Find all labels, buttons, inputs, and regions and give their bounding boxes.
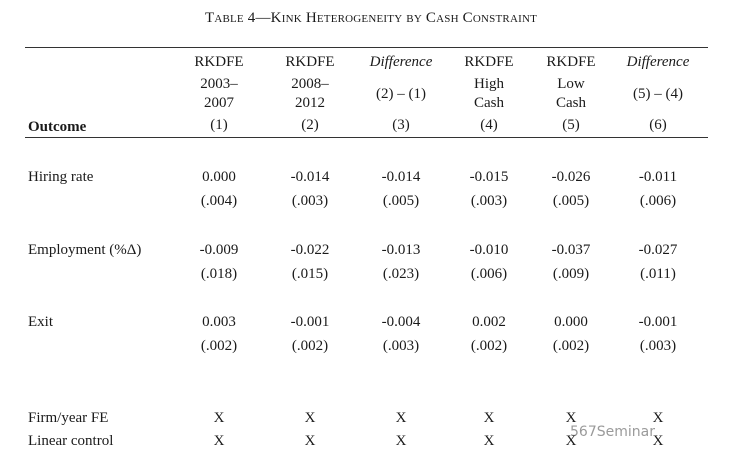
column-number: (6) <box>649 117 667 133</box>
table-title: Table 4—Kink Heterogeneity by Cash Const… <box>204 10 538 26</box>
std-error: (.003) <box>291 193 329 209</box>
control-mark: X <box>652 433 664 449</box>
std-error: (.005) <box>552 193 590 209</box>
estimate: -0.014 <box>290 169 330 185</box>
row-label: Exit <box>28 314 53 330</box>
column-number: (1) <box>210 117 228 133</box>
control-mark: X <box>395 433 407 449</box>
column-header: Cash <box>556 95 586 111</box>
column-header: 2003– <box>200 76 238 92</box>
column-header: (2) – (1) <box>376 86 426 102</box>
estimate: -0.026 <box>551 169 591 185</box>
estimate: -0.011 <box>638 169 678 185</box>
std-error: (.002) <box>200 338 238 354</box>
std-error: (.006) <box>470 265 508 282</box>
column-header: (5) – (4) <box>633 86 683 102</box>
estimate: -0.037 <box>551 241 591 258</box>
estimate: 0.000 <box>554 314 588 330</box>
column-number: (4) <box>480 117 498 133</box>
control-mark: X <box>483 433 495 449</box>
column-header: RKDFE <box>194 54 244 70</box>
column-number: (3) <box>392 117 410 133</box>
column-header: RKDFE <box>285 54 335 70</box>
column-header: 2012 <box>295 95 325 111</box>
control-mark: X <box>652 410 664 426</box>
estimate: -0.014 <box>381 169 421 185</box>
estimate: 0.002 <box>472 314 506 330</box>
control-mark: X <box>565 433 577 449</box>
estimate: -0.001 <box>290 314 330 330</box>
control-label: Linear control <box>28 433 114 449</box>
control-mark: X <box>213 433 225 449</box>
estimate: 0.003 <box>202 314 236 330</box>
std-error: (.006) <box>639 193 677 209</box>
std-error: (.005) <box>382 193 420 209</box>
column-header: 2008– <box>291 76 329 92</box>
std-error: (.002) <box>291 338 329 354</box>
row-label: Hiring rate <box>28 169 94 185</box>
watermark: 567Seminar <box>570 424 655 440</box>
column-number: (5) <box>562 117 580 133</box>
header-rule <box>25 137 708 138</box>
std-error: (.023) <box>382 265 420 282</box>
row-label: Employment (%Δ) <box>28 241 142 258</box>
column-header: High <box>474 76 504 92</box>
estimate: -0.022 <box>290 241 330 258</box>
std-error: (.003) <box>382 338 420 354</box>
std-error: (.015) <box>291 265 329 282</box>
control-mark: X <box>565 410 577 426</box>
std-error: (.009) <box>552 265 590 282</box>
top-rule <box>25 47 708 48</box>
column-header: Difference <box>626 54 690 70</box>
std-error: (.002) <box>470 338 508 354</box>
column-header: Cash <box>474 95 504 111</box>
std-error: (.004) <box>200 193 238 209</box>
std-error: (.003) <box>470 193 508 209</box>
estimate: -0.001 <box>638 314 678 330</box>
estimate: -0.015 <box>469 169 509 185</box>
control-mark: X <box>213 410 225 426</box>
column-header: Difference <box>369 54 433 70</box>
column-header: RKDFE <box>546 54 596 70</box>
estimate: 0.000 <box>202 169 236 185</box>
control-label: Firm/year FE <box>28 410 109 426</box>
estimate: -0.013 <box>381 241 421 258</box>
column-number: (2) <box>301 117 319 133</box>
column-header: 2007 <box>204 95 234 111</box>
std-error: (.003) <box>639 338 677 354</box>
control-mark: X <box>395 410 407 426</box>
control-mark: X <box>304 433 316 449</box>
column-header: Low <box>557 76 585 92</box>
estimate: -0.010 <box>469 241 509 258</box>
column-header: RKDFE <box>464 54 514 70</box>
std-error: (.011) <box>640 265 676 282</box>
estimate: -0.009 <box>199 241 239 258</box>
control-mark: X <box>483 410 495 426</box>
std-error: (.018) <box>200 265 238 282</box>
stub-header: Outcome <box>28 119 87 135</box>
std-error: (.002) <box>552 338 590 354</box>
estimate: -0.027 <box>638 241 678 258</box>
estimate: -0.004 <box>381 314 421 330</box>
control-mark: X <box>304 410 316 426</box>
